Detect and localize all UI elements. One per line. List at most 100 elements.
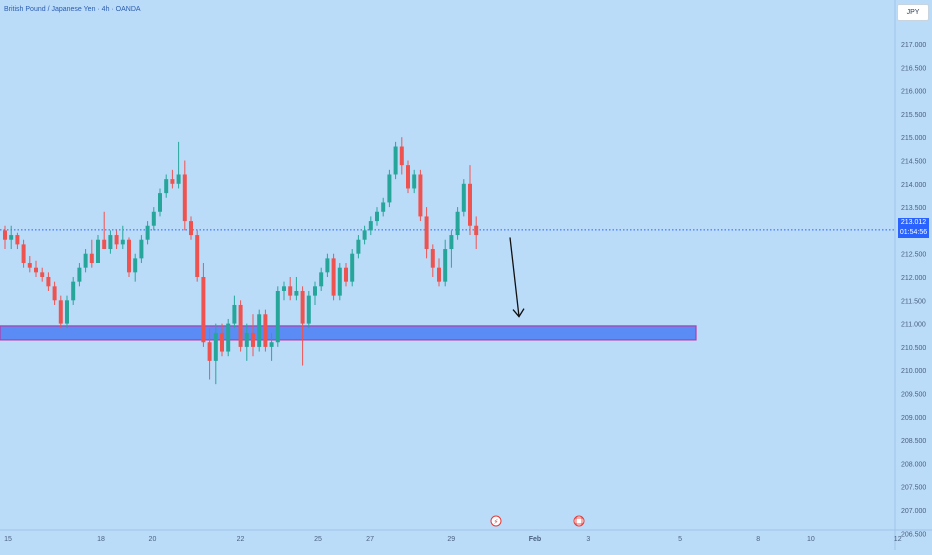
candle-body bbox=[468, 183, 472, 226]
y-tick-label: 214.500 bbox=[901, 159, 926, 166]
y-tick-label: 215.500 bbox=[901, 112, 926, 119]
candle-body bbox=[195, 235, 200, 277]
symbol-title[interactable]: British Pound / Japanese Yen · 4h · OAND… bbox=[4, 6, 141, 13]
candle-body bbox=[89, 253, 94, 264]
support-zone bbox=[0, 325, 697, 341]
event-calendar-glyph bbox=[575, 517, 583, 525]
candle-body bbox=[164, 179, 169, 194]
event-flash-icon bbox=[490, 515, 502, 527]
x-tick-label: 15 bbox=[4, 536, 12, 543]
candle-body bbox=[9, 235, 14, 240]
candle-body bbox=[27, 263, 32, 268]
y-tick-label: 209.000 bbox=[901, 415, 926, 422]
y-tick-label: 213.500 bbox=[901, 205, 926, 212]
candle-body bbox=[269, 342, 274, 347]
currency-button[interactable]: JPY bbox=[897, 4, 929, 21]
candle-body bbox=[83, 253, 88, 268]
y-tick-label: 207.000 bbox=[901, 508, 926, 515]
y-tick-label: 211.500 bbox=[901, 298, 926, 305]
event-flash-glyph: ⚡ bbox=[494, 518, 499, 526]
last-price: 213.012 bbox=[900, 219, 927, 226]
candle-body bbox=[437, 267, 441, 282]
candle-body bbox=[449, 235, 454, 250]
x-tick-label: Feb bbox=[529, 536, 541, 543]
candle-body bbox=[381, 202, 386, 212]
forecast-arrow-shaft bbox=[509, 237, 520, 317]
candle-body bbox=[244, 332, 249, 347]
candle-body bbox=[34, 267, 38, 273]
candle-body bbox=[251, 332, 255, 347]
candle-body bbox=[220, 332, 224, 352]
candle-body bbox=[232, 304, 237, 324]
candle-body bbox=[3, 230, 7, 240]
candle-body bbox=[46, 277, 51, 287]
candle-body bbox=[127, 239, 131, 273]
candle-body bbox=[65, 300, 69, 324]
candle-body bbox=[443, 249, 448, 282]
candle-body bbox=[145, 225, 150, 240]
y-tick-label: 216.500 bbox=[901, 65, 926, 72]
y-tick-label: 216.000 bbox=[901, 89, 926, 96]
candle-body bbox=[182, 174, 187, 222]
candle-body bbox=[96, 239, 100, 264]
candle-body bbox=[375, 211, 379, 222]
candle-body bbox=[350, 253, 355, 282]
candle-body bbox=[40, 272, 45, 277]
candle-body bbox=[474, 225, 479, 236]
candle-body bbox=[108, 235, 113, 250]
x-tick-label: 29 bbox=[447, 536, 455, 543]
candle-body bbox=[387, 174, 392, 203]
candle-body bbox=[337, 267, 342, 296]
y-tick-label: 210.000 bbox=[901, 368, 926, 375]
candle-body bbox=[356, 239, 361, 254]
x-tick-label: 18 bbox=[97, 536, 105, 543]
candle-body bbox=[412, 174, 417, 189]
candle-body bbox=[275, 290, 280, 343]
y-tick-label: 214.000 bbox=[901, 182, 926, 189]
candle-body bbox=[213, 332, 218, 361]
candle-body bbox=[201, 277, 206, 343]
x-tick-label: 3 bbox=[586, 536, 590, 543]
candle-body bbox=[207, 342, 212, 361]
y-tick-label: 215.000 bbox=[901, 135, 926, 142]
candle-body bbox=[306, 295, 311, 324]
candle-body bbox=[139, 239, 144, 259]
candle-body bbox=[52, 286, 57, 301]
candle-body bbox=[430, 249, 435, 268]
candle-body bbox=[418, 174, 423, 217]
candle-body bbox=[263, 314, 268, 347]
y-tick-label: 208.500 bbox=[901, 438, 926, 445]
candle-body bbox=[362, 230, 367, 240]
candle-body bbox=[226, 323, 231, 352]
x-tick-label: 10 bbox=[807, 536, 815, 543]
candle-body bbox=[282, 286, 286, 291]
candle-body bbox=[461, 183, 466, 212]
y-tick-label: 210.500 bbox=[901, 345, 926, 352]
candle-body bbox=[189, 221, 193, 236]
candle-body bbox=[319, 272, 324, 287]
candle-body bbox=[170, 179, 175, 184]
candle-body bbox=[71, 281, 76, 301]
candle-body bbox=[238, 304, 243, 347]
candle-body bbox=[77, 267, 82, 282]
candle-body bbox=[325, 258, 330, 273]
x-tick-label: 5 bbox=[678, 536, 682, 543]
candle-body bbox=[15, 235, 20, 245]
x-tick-label: 22 bbox=[237, 536, 245, 543]
candle-body bbox=[424, 216, 429, 250]
forecast-arrow-head bbox=[512, 308, 525, 318]
candle-body bbox=[406, 165, 410, 189]
candle-body bbox=[176, 174, 181, 184]
candle-body bbox=[300, 290, 305, 324]
y-tick-label: 207.500 bbox=[901, 485, 926, 492]
candle-body bbox=[288, 286, 293, 296]
x-tick-label: 27 bbox=[366, 536, 374, 543]
candle-body bbox=[294, 290, 299, 296]
candle-body bbox=[114, 235, 119, 245]
y-tick-label: 211.000 bbox=[901, 322, 926, 329]
candle-body bbox=[21, 244, 26, 264]
x-tick-label: 8 bbox=[756, 536, 760, 543]
candle-body bbox=[399, 146, 404, 166]
